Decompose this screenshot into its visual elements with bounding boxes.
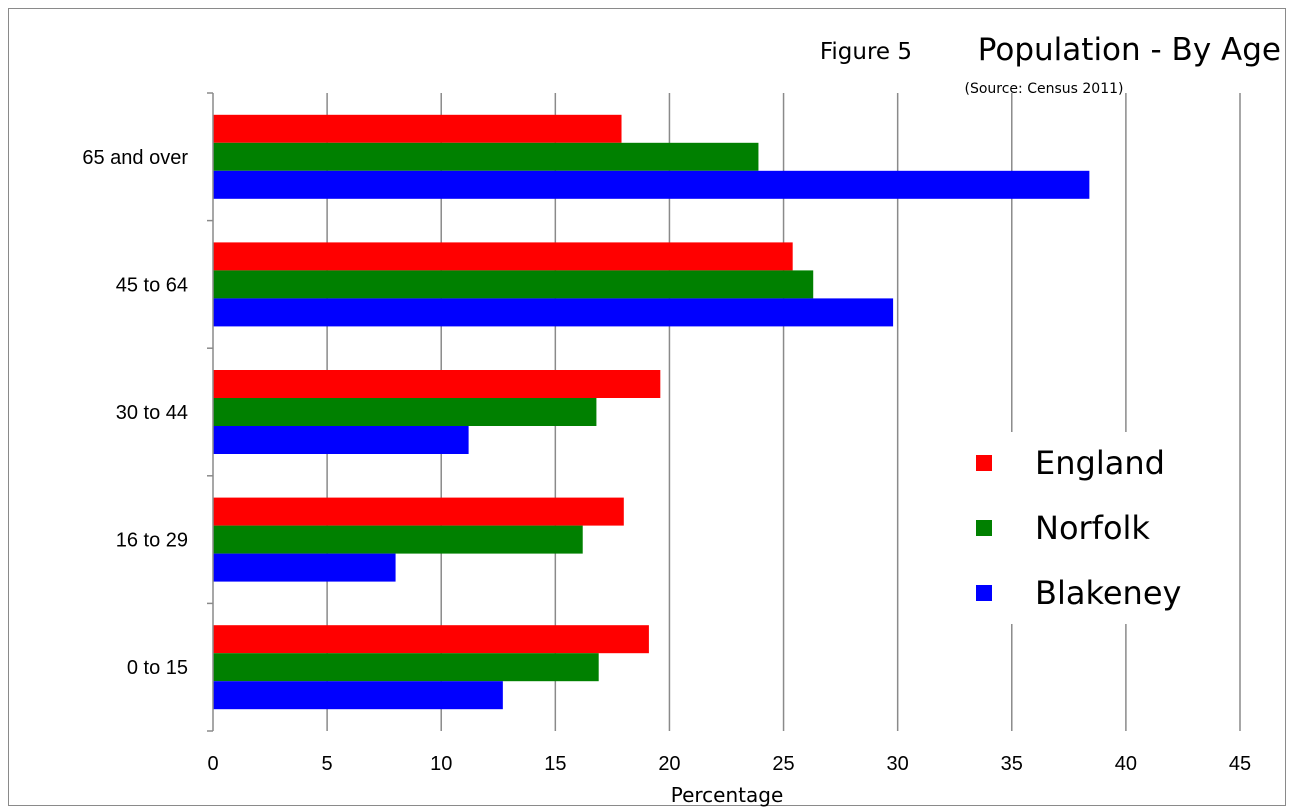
x-axis-title: Percentage bbox=[671, 783, 784, 807]
x-tick-label: 5 bbox=[322, 753, 333, 775]
bar-blakeney-1 bbox=[213, 553, 396, 582]
bar-england-3 bbox=[213, 242, 793, 271]
bar-norfolk-0 bbox=[213, 653, 599, 682]
legend-label: Blakeney bbox=[1035, 574, 1181, 612]
bar-norfolk-2 bbox=[213, 398, 597, 426]
legend-swatch-blakeney bbox=[976, 585, 992, 601]
legend-swatch-england bbox=[976, 455, 992, 471]
bars bbox=[213, 114, 1090, 710]
x-tick-label: 25 bbox=[772, 753, 794, 775]
category-label: 30 to 44 bbox=[116, 402, 188, 424]
x-tick-label: 45 bbox=[1229, 753, 1251, 775]
figure-title: Population - By Age bbox=[978, 32, 1281, 68]
chart-frame bbox=[8, 8, 1286, 806]
bar-blakeney-2 bbox=[213, 426, 469, 454]
x-tick-label: 0 bbox=[207, 753, 218, 775]
bar-england-4 bbox=[213, 114, 622, 143]
bar-blakeney-3 bbox=[213, 298, 894, 327]
category-label: 16 to 29 bbox=[116, 530, 188, 552]
bar-blakeney-4 bbox=[213, 170, 1090, 199]
figure-source: (Source: Census 2011) bbox=[965, 81, 1124, 97]
x-tick-label: 15 bbox=[544, 753, 566, 775]
x-tick-label: 35 bbox=[1001, 753, 1023, 775]
x-tick-label: 10 bbox=[430, 753, 452, 775]
gridlines bbox=[326, 93, 1241, 731]
x-tick-label: 20 bbox=[658, 753, 680, 775]
x-tick-label: 30 bbox=[887, 753, 909, 775]
figure-heading: Figure 5 Population - By Age (Source: Ce… bbox=[820, 32, 1281, 97]
category-label: 65 and over bbox=[82, 147, 188, 169]
bar-blakeney-0 bbox=[213, 681, 503, 710]
legend-swatch-norfolk bbox=[976, 520, 992, 536]
bar-england-1 bbox=[213, 497, 624, 526]
legend-label: England bbox=[1035, 444, 1165, 482]
x-tick-label: 40 bbox=[1115, 753, 1137, 775]
legend: England Norfolk Blakeney bbox=[976, 444, 1181, 612]
y-tick-marks bbox=[207, 92, 213, 732]
category-label: 0 to 15 bbox=[127, 657, 188, 679]
bar-norfolk-3 bbox=[213, 270, 814, 299]
legend-label: Norfolk bbox=[1035, 509, 1150, 547]
bar-norfolk-4 bbox=[213, 142, 759, 171]
figure-number: Figure 5 bbox=[820, 39, 912, 65]
x-tick-labels: 0 5 10 15 20 25 30 35 40 45 bbox=[207, 753, 1251, 775]
bar-norfolk-1 bbox=[213, 525, 583, 554]
bar-england-2 bbox=[213, 370, 661, 398]
bar-england-0 bbox=[213, 625, 649, 654]
category-label: 45 to 64 bbox=[116, 274, 188, 296]
category-labels: 0 to 15 16 to 29 30 to 44 45 to 64 65 and ov… bbox=[82, 147, 188, 679]
